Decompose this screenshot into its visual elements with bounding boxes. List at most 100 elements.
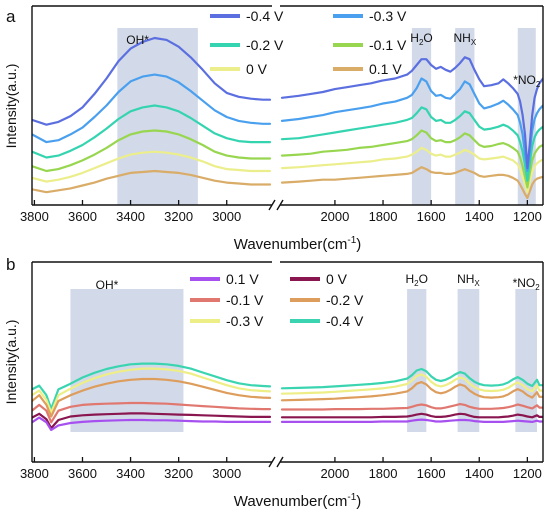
x-tick-label-8: 1400 xyxy=(465,209,494,224)
region-label-main-3: *NO xyxy=(513,73,536,87)
chart-panel-b: 3800 3600 3400 3200 3000 2000 1800 1600 1400 1200… xyxy=(3,255,544,510)
x-axis-label-sup: -1 xyxy=(347,235,356,246)
legend: -0.4 V -0.3 V -0.2 V -0.1 V 0 V 0.1 V xyxy=(210,8,407,77)
panel-letter: b xyxy=(6,255,15,274)
legend-label-0: 0.1 V xyxy=(226,271,259,287)
x-tick-label-1: 3600 xyxy=(68,209,97,224)
axis-break-mark-1 xyxy=(268,199,276,211)
x-axis-label-sup: -1 xyxy=(347,492,356,503)
x-tick-label-4: 3000 xyxy=(212,466,241,481)
series-line-left-5 xyxy=(32,169,272,194)
region-label-3: *NO2 xyxy=(513,73,541,89)
x-tick-label-4: 3000 xyxy=(212,209,241,224)
series-line-right-0 xyxy=(280,56,543,170)
region-label-main-3: *NO xyxy=(513,276,536,290)
legend: 0.1 V 0 V -0.1 V -0.2 V -0.3 V -0.4 V xyxy=(190,271,364,329)
series-line-right-1 xyxy=(280,77,543,173)
series-line-right-5 xyxy=(280,166,543,200)
x-tick-label-7: 1600 xyxy=(417,466,446,481)
legend-label-3: -0.2 V xyxy=(326,292,364,308)
axis-break-mark-2 xyxy=(276,456,284,468)
y-axis-label: Intensity(a.u.) xyxy=(3,320,19,405)
series-line-right-2 xyxy=(280,106,543,182)
chart-panel-a: 3800 3600 3400 3200 3000 2000 1800 1600 1400 1200… xyxy=(3,5,544,253)
region-label-sub-1: 2 xyxy=(419,38,424,47)
x-tick-label-1: 3600 xyxy=(68,466,97,481)
series-line-left-0 xyxy=(32,416,272,432)
region-label-0: OH* xyxy=(126,33,149,47)
region-label-1: H2O xyxy=(405,272,427,288)
legend-label-2: -0.2 V xyxy=(246,37,284,53)
legend-label-5: -0.4 V xyxy=(326,313,364,329)
region-label-sub-2: X xyxy=(474,279,480,288)
x-tick-label-2: 3400 xyxy=(116,209,145,224)
legend-label-3: -0.1 V xyxy=(369,37,407,53)
series-line-left-1 xyxy=(32,412,272,430)
region-band-2 xyxy=(457,289,480,432)
region-band-1 xyxy=(407,289,427,432)
legend-label-2: -0.1 V xyxy=(226,292,264,308)
series-line-left-2 xyxy=(32,401,272,424)
series-line-left-2 xyxy=(32,104,272,159)
region-label-sub-3: 2 xyxy=(536,80,541,89)
region-label-main-2: NH xyxy=(457,272,474,286)
region-label-main-2: NH xyxy=(453,31,470,45)
x-axis-label-end: ) xyxy=(356,236,361,253)
series-line-right-1 xyxy=(280,412,543,419)
x-tick-label-7: 1600 xyxy=(417,209,446,224)
region-label-2: NHX xyxy=(453,31,476,47)
legend-label-4: -0.3 V xyxy=(226,313,264,329)
region-label-sub-3: 2 xyxy=(535,283,540,292)
region-label-end-1: O xyxy=(419,272,428,286)
x-tick-label-3: 3200 xyxy=(164,209,193,224)
x-tick-label-5: 2000 xyxy=(320,209,349,224)
legend-label-0: -0.4 V xyxy=(246,8,284,24)
region-label-main-1: H xyxy=(410,31,419,45)
region-label-sub-1: 2 xyxy=(414,279,419,288)
x-tick-label-0: 3800 xyxy=(20,466,49,481)
legend-label-1: -0.3 V xyxy=(369,8,407,24)
region-label-1: H2O xyxy=(410,31,432,47)
series-line-left-3 xyxy=(32,377,272,418)
axis-break-mark-2 xyxy=(276,199,284,211)
series-line-right-2 xyxy=(280,403,543,411)
region-band-3 xyxy=(515,289,537,432)
x-axis-label-main: Wavenumber(cm xyxy=(234,493,348,510)
series-line-left-0 xyxy=(32,36,272,126)
series-group xyxy=(32,36,543,200)
legend-label-5: 0.1 V xyxy=(369,61,402,77)
series-line-left-1 xyxy=(32,73,272,144)
region-label-end-1: O xyxy=(423,31,432,45)
region-label-3: *NO2 xyxy=(513,276,541,292)
series-line-left-3 xyxy=(32,129,272,173)
panel-letter: a xyxy=(6,7,16,26)
x-tick-label-6: 1800 xyxy=(369,466,398,481)
x-tick-label-2: 3400 xyxy=(116,466,145,481)
x-tick-label-0: 3800 xyxy=(20,209,49,224)
series-line-right-4 xyxy=(280,373,543,395)
region-band-0 xyxy=(117,28,198,205)
series-line-left-4 xyxy=(32,367,272,414)
x-axis-label-end: ) xyxy=(356,493,361,510)
x-tick-label-6: 1800 xyxy=(369,209,398,224)
legend-label-4: 0 V xyxy=(246,61,268,77)
series-line-left-4 xyxy=(32,150,272,183)
region-label-main-1: H xyxy=(405,272,414,286)
region-label-0: OH* xyxy=(96,278,119,292)
x-axis-label: Wavenumber(cm-1) xyxy=(234,492,362,510)
x-axis-label: Wavenumber(cm-1) xyxy=(234,235,362,253)
series-line-right-4 xyxy=(280,146,543,194)
region-band-2 xyxy=(455,28,475,205)
x-tick-label-9: 1200 xyxy=(513,209,542,224)
region-label-2: NHX xyxy=(457,272,480,288)
x-tick-label-9: 1200 xyxy=(513,466,542,481)
y-axis-label: Intensity(a.u.) xyxy=(3,64,19,149)
legend-label-1: 0 V xyxy=(326,271,348,287)
series-line-left-5 xyxy=(32,362,272,410)
region-band-0 xyxy=(70,289,184,432)
x-tick-label-5: 2000 xyxy=(320,466,349,481)
series-line-right-0 xyxy=(280,418,543,423)
series-line-right-5 xyxy=(280,367,543,390)
x-axis-label-main: Wavenumber(cm xyxy=(234,236,348,253)
